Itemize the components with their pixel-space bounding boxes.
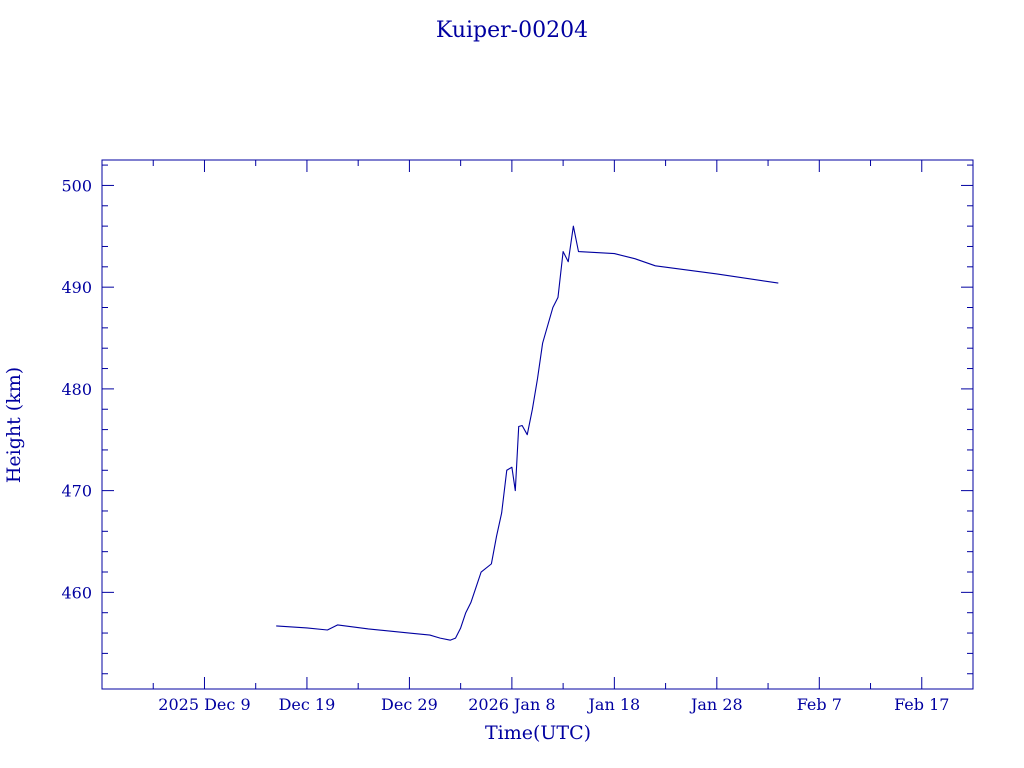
x-ticks xyxy=(152,160,974,689)
chart-title: Kuiper-00204 xyxy=(436,18,588,43)
x-tick-label: Feb 17 xyxy=(894,695,949,714)
series-line xyxy=(276,225,779,641)
x-tick-label: Jan 18 xyxy=(587,695,641,714)
x-tick-label: Feb 7 xyxy=(797,695,842,714)
x-tick-label: Dec 19 xyxy=(279,695,336,714)
y-tick-labels: 460 470 480 490 500 xyxy=(61,176,92,602)
x-tick-label: 2025 Dec 9 xyxy=(158,695,250,714)
x-axis-label: Time(UTC) xyxy=(485,722,591,744)
y-axis-label: Height (km) xyxy=(3,367,25,483)
plot-frame xyxy=(101,159,974,690)
y-tick-label: 480 xyxy=(61,380,92,399)
y-tick-label: 490 xyxy=(61,278,92,297)
y-ticks xyxy=(102,164,973,675)
y-tick-label: 500 xyxy=(61,176,92,195)
y-tick-label: 460 xyxy=(61,583,92,602)
x-tick-label: Dec 29 xyxy=(381,695,438,714)
x-tick-labels: 2025 Dec 9 Dec 19 Dec 29 2026 Jan 8 Jan 18 Ja… xyxy=(158,695,949,714)
x-tick-label: Jan 28 xyxy=(689,695,743,714)
x-tick-label: 2026 Jan 8 xyxy=(468,695,555,714)
y-tick-label: 470 xyxy=(61,482,92,501)
